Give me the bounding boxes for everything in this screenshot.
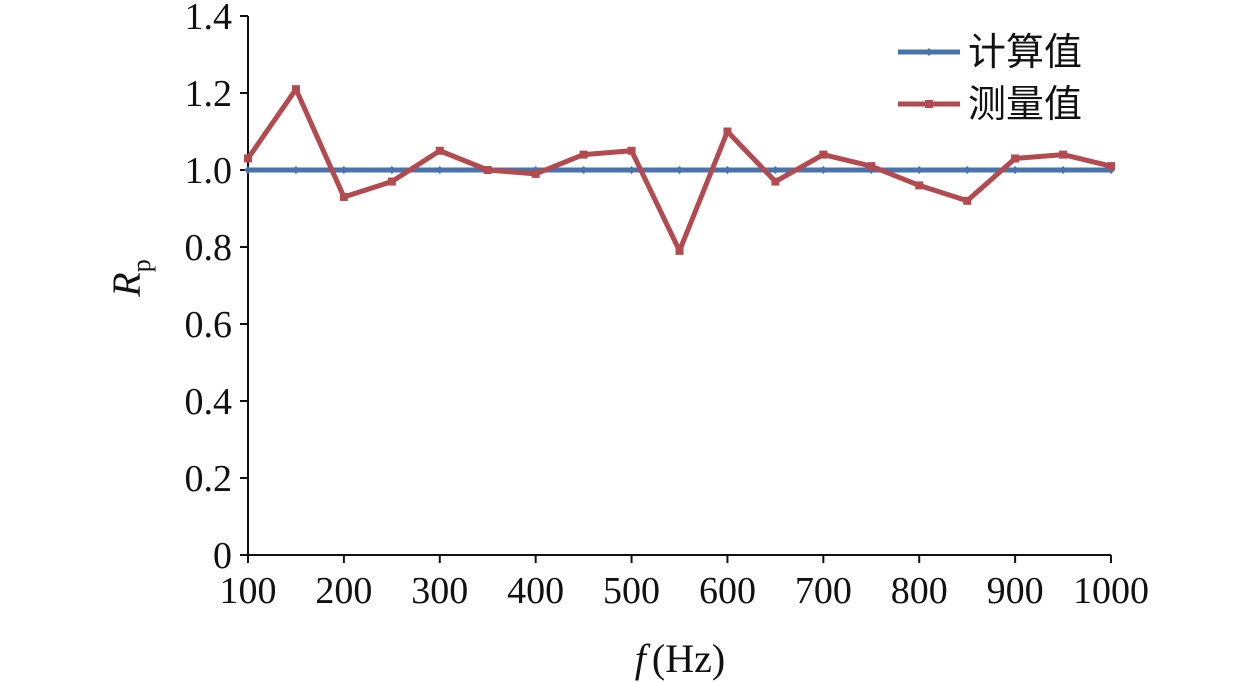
x-tick-label: 700 [795,570,852,612]
x-tick-label: 400 [507,570,564,612]
legend-label-1: 计算值 [968,30,1082,74]
x-axis-label-var: f [635,636,651,681]
data-point-series-2 [1107,162,1115,171]
data-point-series-2 [291,85,300,94]
data-point-series-1 [579,166,588,174]
series-lines [244,85,1115,255]
data-point-series-2 [579,150,588,159]
data-point-series-1 [1059,166,1068,174]
x-tick-label: 1000 [1073,570,1149,612]
y-tick-label: 0.2 [185,458,233,500]
data-point-series-2 [867,162,876,171]
data-point-series-2 [771,177,780,186]
x-tick-label: 200 [315,570,372,612]
data-point-series-2 [723,127,732,136]
data-point-series-1 [915,166,924,174]
y-axis-label-base: R [104,272,149,297]
data-point-series-1 [627,166,636,174]
data-point-series-1 [675,166,684,174]
x-axis-label-unit: (Hz) [652,636,725,681]
data-point-series-1 [291,166,300,174]
y-tick-label: 0.6 [185,304,233,346]
data-point-series-2 [339,192,348,201]
x-axis-label: f (Hz) [635,636,725,681]
data-point-series-1 [771,166,780,174]
data-point-series-1 [435,166,444,174]
data-point-series-2 [915,181,924,190]
y-tick-label: 1.0 [185,150,233,192]
y-tick-label: 0.4 [185,381,233,423]
x-tick-label: 500 [603,570,660,612]
x-tick-label: 100 [220,570,277,612]
y-tick-label: 1.2 [185,73,233,115]
y-tick-label: 1.4 [185,0,233,38]
data-point-series-1 [244,166,252,174]
y-axis-label: Rp [104,259,156,297]
data-point-series-1 [963,166,972,174]
x-tick-label: 600 [699,570,756,612]
data-point-series-2 [531,169,540,178]
data-point-series-1 [387,166,396,174]
data-point-series-2 [1059,150,1068,159]
data-point-series-2 [675,246,684,255]
x-tick-label: 800 [891,570,948,612]
legend-label-2: 测量值 [968,82,1082,126]
tick-labels: 0 0.2 0.4 0.6 0.8 1.0 1.2 1.4 100 200 300 400 500 600… [185,0,1150,612]
data-point-series-2 [627,146,636,155]
data-point-series-1 [723,166,732,174]
data-point-series-2 [1011,154,1020,163]
x-tick-label: 900 [987,570,1044,612]
y-tick-label: 0.8 [185,227,233,269]
data-point-series-2 [244,154,252,163]
data-point-series-2 [483,166,492,174]
legend-marker-2 [925,100,933,108]
x-tick-label: 300 [411,570,468,612]
data-point-series-1 [1011,166,1020,174]
data-point-series-2 [435,146,444,155]
axes [240,15,1112,563]
data-point-series-2 [819,150,828,159]
data-point-series-1 [339,166,348,174]
y-tick-label: 0 [213,535,232,577]
data-point-series-1 [819,166,828,174]
data-point-series-2 [963,196,972,205]
y-axis-label-sub: p [127,259,156,272]
data-point-series-2 [387,177,396,186]
legend-marker-1 [925,48,933,56]
